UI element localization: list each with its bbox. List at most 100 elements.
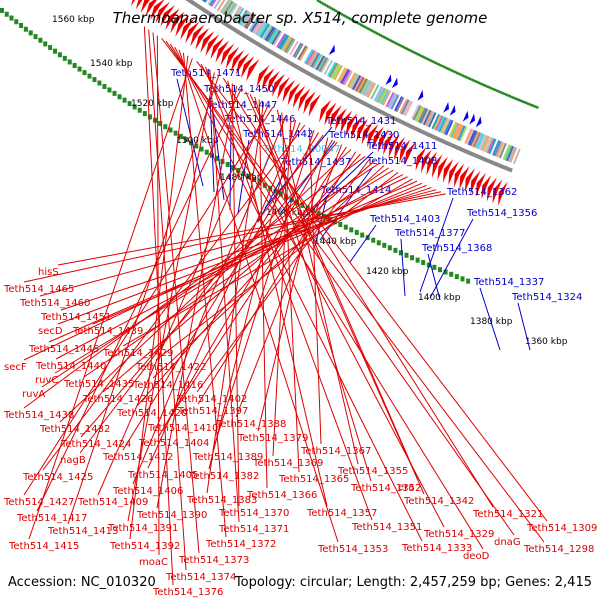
reverse-gene-label: Teth514_1382 <box>188 471 259 482</box>
tick-dot <box>427 58 430 61</box>
reverse-gene-label: Teth514_1365 <box>278 474 349 485</box>
tick-dot <box>493 88 497 92</box>
inner-tick <box>28 30 33 36</box>
reverse-gene-label: Teth514_1409 <box>77 497 148 508</box>
tick-dot <box>479 82 482 85</box>
inner-tick <box>382 242 387 248</box>
cog-segment <box>264 26 275 42</box>
tick-dot <box>365 26 368 29</box>
tick-dot <box>330 7 333 10</box>
tick-dot <box>419 54 423 58</box>
cog-segment <box>358 78 368 94</box>
cog-segment <box>513 148 521 165</box>
reverse-gene-label: Teth514_1412 <box>102 452 173 463</box>
cog-segment <box>231 5 242 21</box>
forward-gene-label: Teth514_1437 <box>280 157 351 168</box>
reverse-gene-arrow <box>185 21 200 44</box>
cog-segment <box>303 48 314 64</box>
gene-callout <box>165 40 515 536</box>
tick-dot <box>346 16 349 19</box>
reverse-gene-arrow <box>140 0 150 13</box>
inner-tick <box>127 101 132 107</box>
tick-dot <box>490 87 493 90</box>
reverse-gene-arrow <box>287 82 301 106</box>
tick-dot <box>532 104 535 108</box>
inner-tick <box>48 45 53 51</box>
reverse-gene-arrow <box>372 126 384 150</box>
reverse-gene-arrow <box>135 0 143 10</box>
tick-dot <box>525 101 528 105</box>
cog-segment <box>251 18 262 34</box>
tick-dot <box>445 66 448 70</box>
cog-segment <box>378 88 388 104</box>
gene-callout <box>197 151 357 405</box>
reverse-gene-arrow <box>361 121 374 145</box>
cog-segment <box>416 106 425 122</box>
tick-dot <box>328 6 332 9</box>
cog-segment <box>414 105 423 122</box>
reverse-gene-label: Teth514_1379 <box>237 433 308 444</box>
tick-dot <box>472 79 475 82</box>
cog-segment <box>497 142 506 158</box>
forward-gene-label: Teth514_1450 <box>203 84 274 95</box>
reverse-gene-label: Teth514_1390 <box>136 510 207 521</box>
tick-dot <box>506 94 510 97</box>
cog-segment <box>419 108 429 124</box>
cog-segment <box>399 98 408 114</box>
inner-tick <box>137 107 142 113</box>
reverse-gene-arrow <box>308 94 321 117</box>
reverse-gene-label: Teth514_1351 <box>351 522 422 533</box>
tick-dot <box>510 95 513 99</box>
reverse-gene-label: Teth514_1438 <box>3 410 74 421</box>
forward-gene-label: Teth514_1377 <box>394 228 465 239</box>
inner-tick <box>158 120 163 126</box>
tick-dot <box>318 0 321 3</box>
cog-segment <box>256 21 267 37</box>
forward-gene-label: Teth514_1408 <box>366 156 437 167</box>
inner-tick <box>194 143 199 149</box>
reverse-gene-arrow <box>464 168 475 193</box>
tick-dot <box>526 102 530 105</box>
gene-callout <box>196 61 548 522</box>
tick-dot <box>386 37 389 41</box>
cog-segment <box>400 99 410 115</box>
reverse-gene-arrow <box>393 136 406 161</box>
tick-dot <box>407 48 410 51</box>
accession-label: Accession: NC_010320 <box>8 575 156 590</box>
forward-gene-marker <box>462 110 469 122</box>
cog-segment <box>216 0 226 12</box>
tick-dot <box>488 86 491 89</box>
gene-callout <box>209 69 240 523</box>
cog-segment <box>272 31 283 46</box>
inner-tick <box>316 211 321 217</box>
reverse-gene-label: Teth514_1425 <box>22 472 93 483</box>
reverse-gene-label: Teth514_1309 <box>526 523 597 534</box>
cog-segment <box>394 96 403 112</box>
inner-tick <box>432 264 437 270</box>
inner-tick <box>371 237 376 243</box>
tick-dot <box>481 83 484 86</box>
gene-callout <box>212 110 225 201</box>
cog-segment <box>385 92 395 108</box>
tick-dot <box>428 59 432 62</box>
inner-tick <box>67 59 72 65</box>
inner-tick <box>77 66 82 72</box>
gene-callout <box>319 166 374 241</box>
cog-segment <box>268 28 278 43</box>
tick-dot <box>400 44 403 48</box>
inner-tick <box>183 137 188 143</box>
tick-dot <box>316 0 320 2</box>
tick-dot <box>361 24 365 28</box>
cog-segment <box>443 119 452 135</box>
reverse-gene-label: nagB <box>60 455 86 466</box>
reverse-gene-arrow <box>246 59 260 82</box>
inner-tick <box>0 7 4 13</box>
forward-gene-marker <box>328 44 335 56</box>
cog-segment <box>340 68 350 84</box>
cog-segment <box>276 33 286 48</box>
cog-segment <box>356 77 367 93</box>
tick-dot <box>335 10 339 13</box>
cog-segment <box>250 17 261 33</box>
cog-segment <box>338 67 348 83</box>
